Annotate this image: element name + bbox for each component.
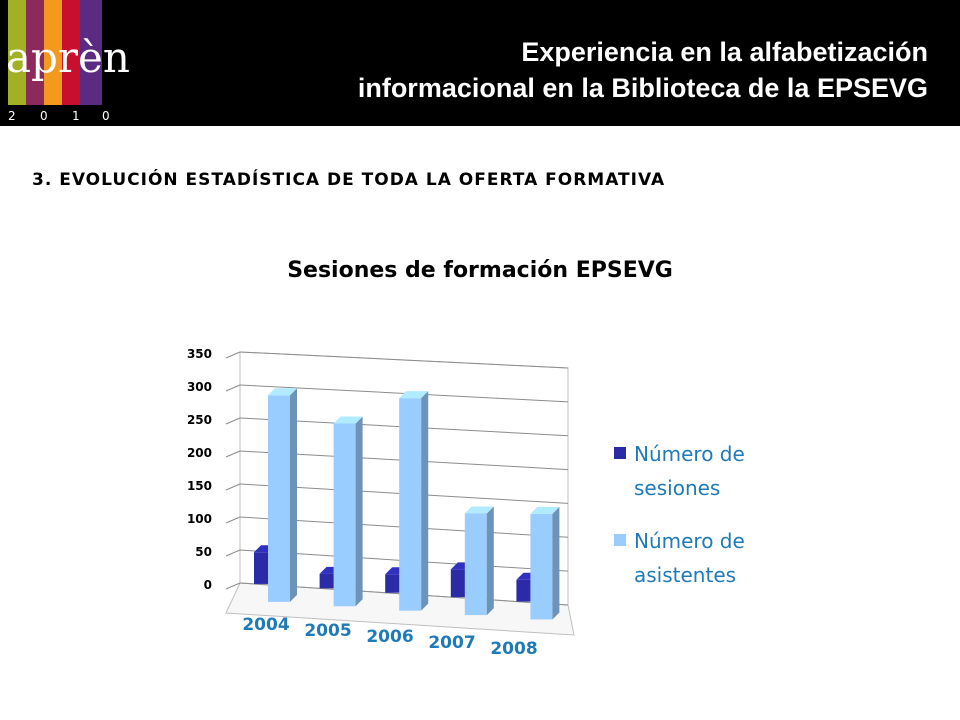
x-category-label-2006: 2006 (366, 627, 413, 647)
legend-label-1-line-1: Número de (634, 442, 745, 466)
logo-year-digit-4: 0 (102, 109, 110, 123)
y-tick-label: 300 (187, 380, 212, 394)
bar-2008-series-2 (530, 513, 553, 620)
legend-label-1-line-2: sesiones (634, 476, 720, 500)
header-title-line-1: Experiencia en la alfabetización (521, 37, 928, 67)
y-tick-label: 0 (204, 578, 212, 592)
y-tick-label: 50 (195, 545, 212, 559)
bar-top-2004-series-2 (268, 388, 297, 396)
gridline-side (225, 384, 241, 392)
gridline-side (225, 582, 241, 590)
header-banner: aprèn 2 0 1 0 Experiencia en la alfabeti… (0, 0, 960, 126)
bar-side-2005-series-2 (355, 416, 363, 607)
logo-word: aprèn (6, 33, 130, 82)
x-category-label-2007: 2007 (428, 633, 475, 653)
logo-bar-3 (44, 0, 62, 105)
section-title: 3. EVOLUCIÓN ESTADÍSTICA DE TODA LA OFER… (32, 170, 666, 190)
y-tick-label: 200 (187, 446, 212, 460)
apren-logo: aprèn 2 0 1 0 (6, 0, 130, 123)
logo-bar-1 (8, 0, 26, 105)
legend-swatch-2 (614, 534, 626, 546)
bar-top-2007-series-2 (464, 506, 494, 514)
y-tick-label: 100 (187, 512, 212, 526)
logo-year-digit-1: 2 (8, 109, 16, 123)
x-category-label-2008: 2008 (490, 639, 537, 659)
gridline-side (225, 450, 241, 458)
bar-2004-series-2 (268, 395, 290, 602)
bar-2006-series-2 (399, 398, 422, 611)
bar-top-2008-series-2 (530, 506, 560, 514)
gridline-side (225, 351, 241, 359)
gridline-side (225, 516, 241, 524)
bar-side-2006-series-2 (421, 391, 429, 611)
logo-bar-2 (26, 0, 44, 105)
header-title: Experiencia en la alfabetización informa… (228, 34, 928, 106)
y-tick-label: 150 (187, 479, 212, 493)
legend-label-2-line-1: Número de (634, 529, 745, 553)
legend-label-2-line-2: asistentes (634, 563, 736, 587)
logo-bar-4 (62, 0, 80, 105)
y-tick-label: 250 (187, 413, 212, 427)
gridline-side (225, 483, 241, 491)
bar-side-2008-series-2 (552, 506, 560, 620)
bar-side-2007-series-2 (486, 506, 494, 616)
bar-2005-series-2 (333, 423, 356, 607)
chart-title: Sesiones de formación EPSEVG (287, 258, 673, 283)
gridline (239, 351, 569, 369)
bar-top-2005-series-2 (333, 416, 363, 424)
bar-2007-series-2 (464, 513, 487, 616)
bar-side-2004-series-2 (290, 388, 297, 602)
logo-year-digit-2: 0 (40, 109, 48, 123)
header-title-line-2: informacional en la Biblioteca de la EPS… (357, 73, 928, 103)
gridline-side (225, 549, 241, 557)
logo-year-digit-3: 1 (72, 109, 80, 123)
legend-swatch-1 (614, 447, 626, 459)
logo-bar-5 (80, 0, 102, 105)
x-category-label-2005: 2005 (304, 621, 351, 641)
bar-top-2006-series-2 (399, 391, 429, 399)
y-tick-label: 350 (187, 347, 212, 361)
x-category-label-2004: 2004 (242, 615, 289, 635)
gridline-side (225, 417, 241, 425)
